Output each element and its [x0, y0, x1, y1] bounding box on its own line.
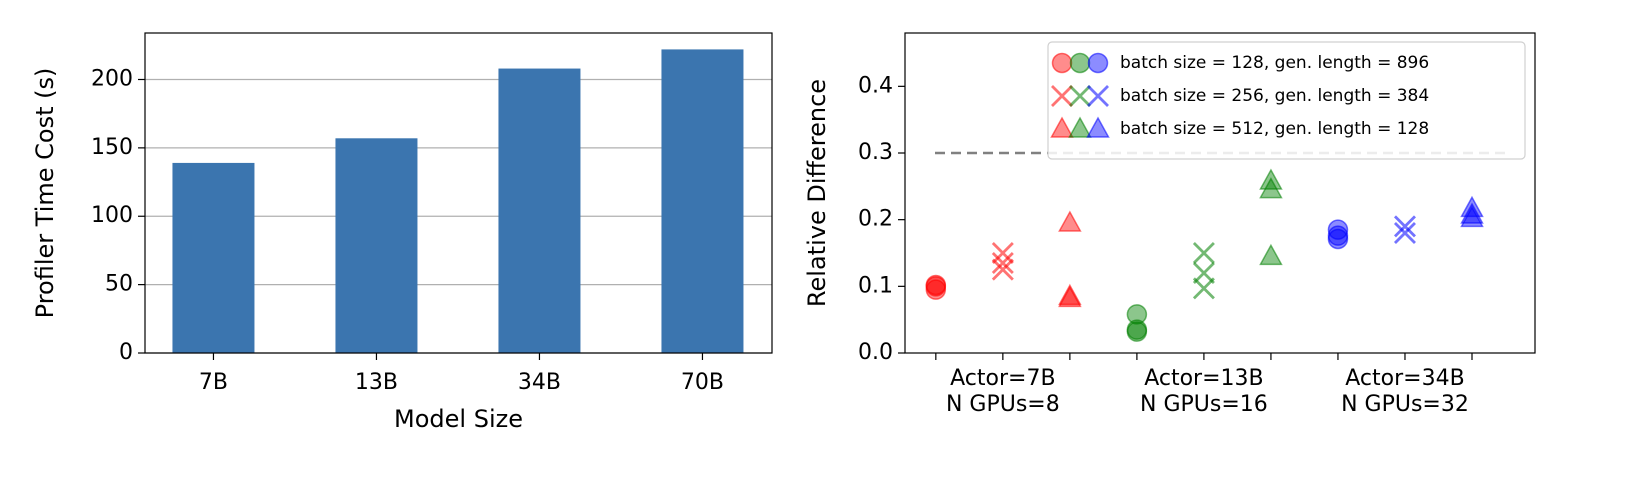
- x-tick-label: 13B: [355, 370, 398, 395]
- y-axis-label: Relative Difference: [803, 79, 831, 307]
- triangle-point: [1086, 116, 1110, 138]
- triangle-point: [1058, 285, 1082, 308]
- circle-point: [1051, 52, 1073, 74]
- circle-point: [1087, 52, 1109, 74]
- legend-label: batch size = 256, gen. length = 384: [1120, 86, 1429, 106]
- axes-frame: [144, 32, 773, 354]
- triangle-point: [1259, 243, 1283, 266]
- x-point: [1051, 85, 1073, 107]
- x-point: [1393, 222, 1416, 244]
- bar: [498, 68, 581, 354]
- x-point: [1192, 262, 1215, 284]
- circle-point: [1126, 321, 1148, 342]
- y-tick-label: 0.2: [858, 207, 893, 232]
- legend-box: [1047, 41, 1526, 160]
- x-point: [991, 252, 1014, 274]
- triangle-point: [1460, 205, 1484, 228]
- bar: [661, 49, 744, 354]
- x-point: [1393, 215, 1416, 238]
- x-axis-label: Model Size: [394, 405, 523, 433]
- circle-point: [925, 276, 947, 297]
- y-tick-label: 0.4: [858, 73, 893, 98]
- y-tick-label: 50: [105, 272, 133, 297]
- x-tick-label: 70B: [681, 370, 724, 395]
- legend-label: batch size = 128, gen. length = 896: [1120, 53, 1429, 73]
- x-tick-label: 7B: [199, 370, 228, 395]
- x-point: [1069, 85, 1091, 107]
- x-tick-label: Actor=7B N GPUs=8: [945, 366, 1060, 417]
- x-point: [1192, 242, 1215, 264]
- bar: [335, 138, 418, 353]
- y-axis-label: Profiler Time Cost (s): [31, 68, 59, 319]
- circle-point: [1327, 228, 1349, 250]
- triangle-point: [1259, 177, 1283, 199]
- x-point: [991, 242, 1014, 264]
- x-tick-label: 34B: [518, 370, 561, 395]
- y-tick-label: 200: [91, 66, 133, 91]
- x-tick-label: Actor=13B N GPUs=16: [1140, 366, 1268, 417]
- y-tick-label: 0.3: [858, 140, 893, 165]
- x-point: [1192, 277, 1215, 300]
- x-tick-label: Actor=34B N GPUs=32: [1341, 366, 1469, 417]
- circle-point: [1126, 304, 1148, 325]
- y-tick-label: 150: [91, 135, 133, 160]
- y-tick-label: 0: [119, 340, 133, 365]
- circle-point: [1069, 52, 1091, 74]
- x-point: [1087, 85, 1109, 107]
- y-tick-label: 100: [91, 203, 133, 228]
- legend-label: batch size = 512, gen. length = 128: [1120, 119, 1429, 139]
- triangle-point: [1058, 210, 1082, 232]
- y-tick-label: 0.0: [858, 340, 893, 365]
- triangle-point: [1050, 116, 1074, 138]
- y-tick-label: 0.1: [858, 273, 893, 298]
- axes-frame: [904, 32, 1536, 354]
- x-point: [991, 258, 1014, 281]
- bar: [172, 162, 255, 353]
- triangle-point: [1058, 283, 1082, 306]
- triangle-point: [1068, 116, 1092, 138]
